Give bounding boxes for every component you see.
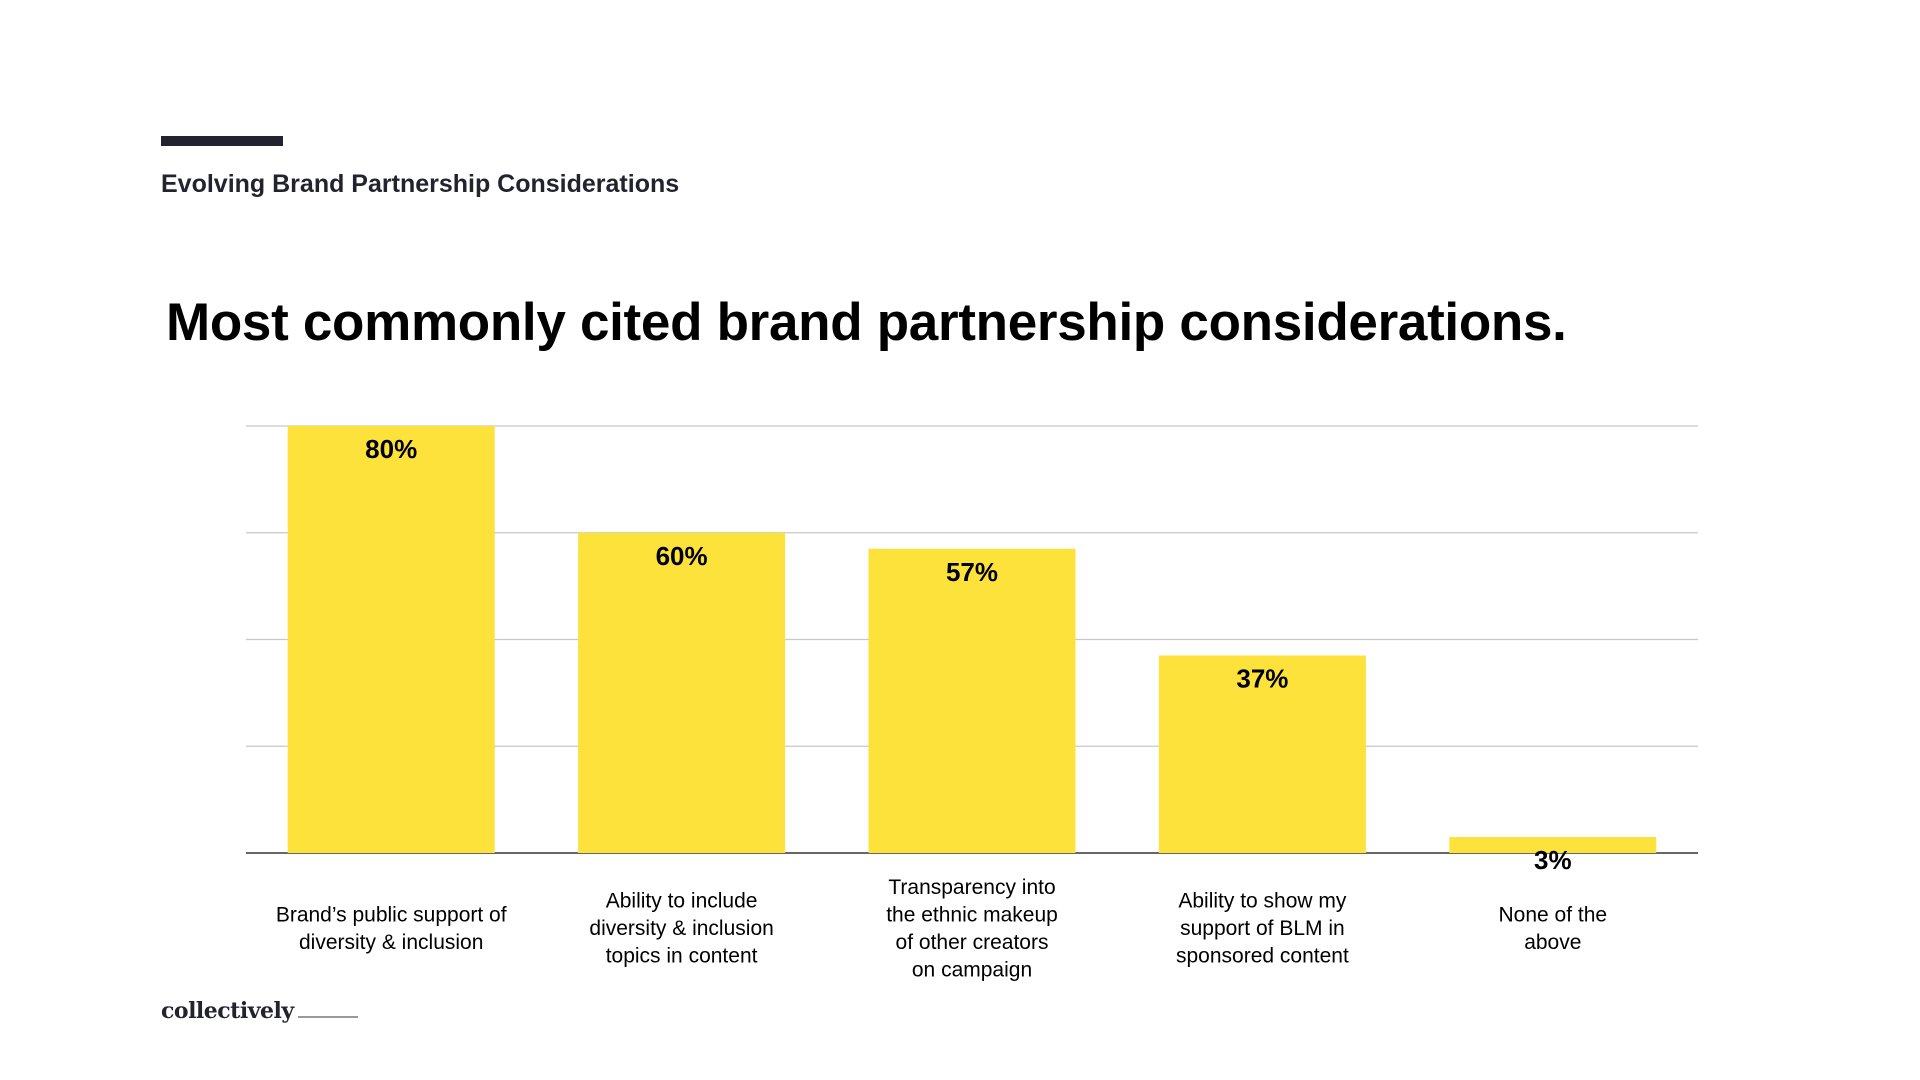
data-label: 80% bbox=[365, 434, 417, 464]
category-label: Brand’s public support of diversity & inc… bbox=[276, 903, 507, 954]
data-labels: 80% 60% 57% 37% 3% bbox=[365, 434, 1571, 875]
accent-rule bbox=[161, 136, 283, 146]
headline: Most commonly cited brand partnership co… bbox=[166, 293, 1567, 352]
category-label: Transparency into the ethnic makeup of oth… bbox=[886, 876, 1058, 982]
data-label: 37% bbox=[1236, 664, 1288, 694]
bars bbox=[287, 426, 1657, 853]
bar bbox=[1449, 836, 1657, 853]
category-label: None of the above bbox=[1499, 903, 1608, 954]
bar bbox=[578, 532, 786, 853]
bar bbox=[287, 426, 495, 853]
data-label: 57% bbox=[946, 557, 998, 587]
section-title: Evolving Brand Partnership Consideration… bbox=[161, 170, 680, 198]
bar bbox=[1158, 655, 1366, 853]
data-label: 60% bbox=[656, 541, 708, 571]
category-label: Ability to show my support of BLM in spons… bbox=[1176, 890, 1349, 968]
data-label: 3% bbox=[1534, 845, 1572, 875]
category-label: Ability to include diversity & inclusion t… bbox=[589, 890, 773, 968]
brand-logo: collectively bbox=[161, 998, 294, 1024]
category-labels: Brand’s public support of diversity & inc… bbox=[276, 876, 1607, 982]
bar bbox=[868, 548, 1076, 853]
footer-rule bbox=[298, 1016, 358, 1018]
